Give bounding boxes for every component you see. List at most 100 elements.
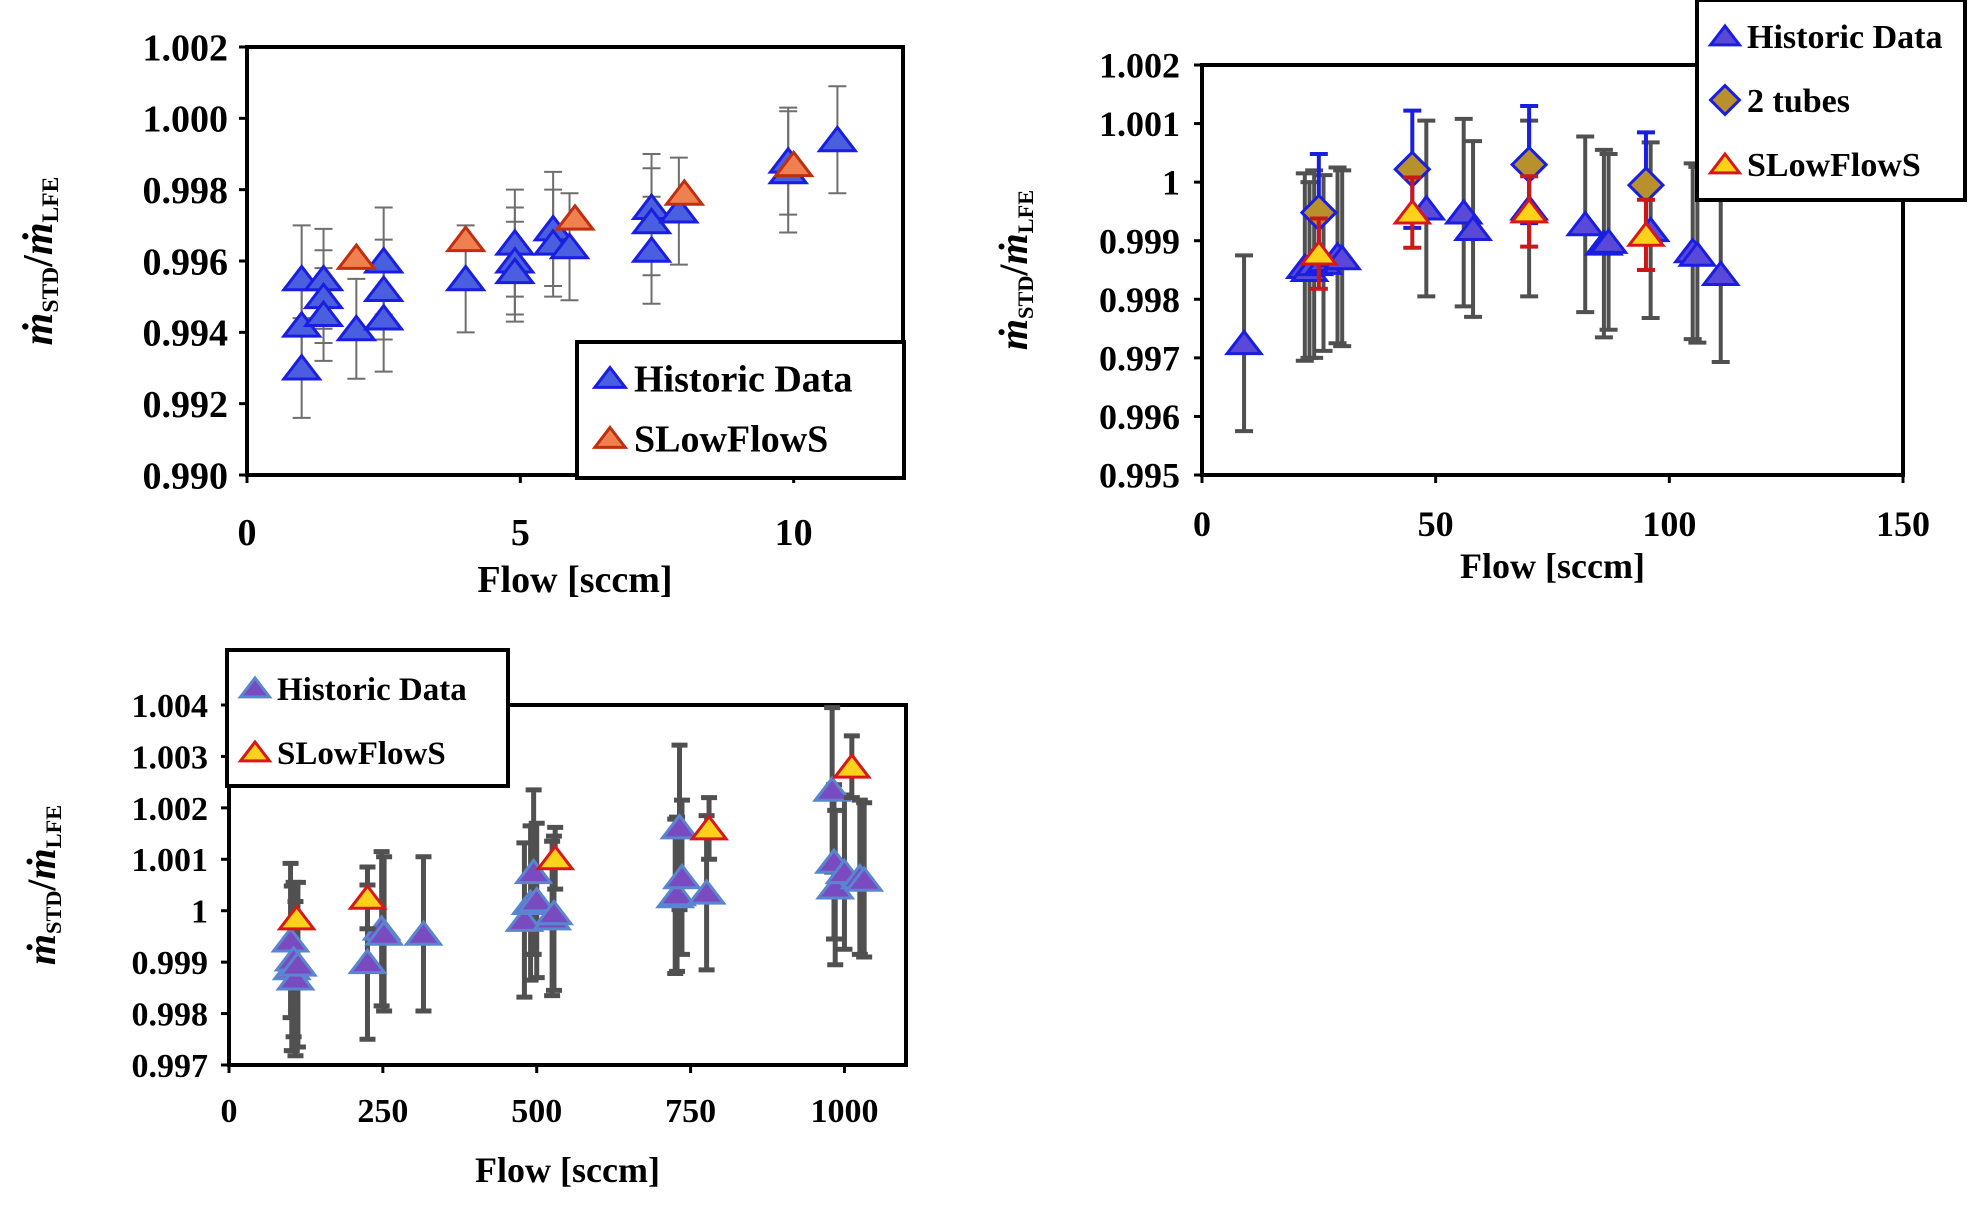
x-tick-label: 10 — [775, 512, 813, 554]
series-historic-data — [270, 705, 885, 1059]
data-point — [364, 919, 405, 946]
legend-label: SLowFlowS — [634, 419, 828, 461]
data-point — [362, 246, 405, 274]
y-axis-label: ṁSTD/ṁLFE — [991, 190, 1038, 350]
data-point — [844, 865, 885, 892]
x-axis-label: Flow [sccm] — [1460, 546, 1645, 586]
series-slowflows — [1298, 174, 1667, 291]
legend-label: 2 tubes — [1747, 83, 1850, 120]
y-tick-label: 1.001 — [132, 842, 209, 879]
legend-label: Historic Data — [1747, 19, 1942, 56]
data-point — [362, 274, 405, 303]
x-axis-label: Flow [sccm] — [477, 559, 672, 601]
y-tick-label: 1.004 — [132, 688, 209, 725]
data-point — [661, 863, 703, 890]
data-point — [362, 303, 405, 331]
data-point — [493, 256, 536, 285]
legend-marker — [1708, 83, 1742, 117]
y-tick-label: 0.999 — [1099, 221, 1180, 261]
x-tick-label: 50 — [1418, 504, 1454, 544]
y-tick-label: 0.994 — [143, 313, 229, 355]
chart-1: 0.990 0.992 0.994 0.996 0.998 1.000 1.002 0 5 10 F… — [16, 27, 906, 601]
legend-marker — [1707, 151, 1743, 175]
chart-3: 0.997 0.998 0.999 1 1.001 1.002 1.003 1.004 0 250… — [19, 648, 908, 1190]
series-historic-data — [280, 85, 859, 419]
data-point — [1509, 197, 1550, 224]
x-axis-label: Flow [sccm] — [475, 1150, 660, 1190]
series-slowflows — [276, 733, 872, 932]
data-point — [659, 813, 700, 840]
data-point — [275, 964, 316, 991]
chart-2: 0.995 0.996 0.997 0.998 0.999 1 1.001 1.002 0 50 1… — [991, 0, 1967, 586]
x-tick-label: 1000 — [810, 1093, 878, 1130]
data-point — [1392, 198, 1433, 225]
data-point — [686, 878, 727, 905]
y-tick-label: 0.996 — [143, 241, 229, 283]
x-tick-label: 100 — [1642, 504, 1696, 544]
y-tick-label: 1.002 — [132, 791, 209, 828]
legend-box — [1695, 0, 1967, 202]
data-point — [347, 947, 388, 975]
y-tick-label: 1.000 — [143, 99, 229, 141]
legend-box — [575, 340, 906, 480]
data-point — [1625, 220, 1667, 247]
legend-marker — [237, 675, 273, 699]
legend: Historic Data SLowFlowS — [575, 340, 906, 480]
y-tick-label: 0.997 — [132, 1048, 209, 1085]
data-point — [657, 196, 700, 224]
x-tick-label: 0 — [1193, 504, 1211, 544]
data-point — [689, 814, 730, 841]
x-tick-label: 500 — [511, 1093, 562, 1130]
data-point — [1677, 240, 1718, 267]
data-point — [277, 950, 318, 977]
legend: Historic Data 2 tubes SLowFlowS — [1695, 0, 1967, 202]
y-tick-label: 0.999 — [132, 945, 209, 982]
x-tick-label: 150 — [1876, 504, 1930, 544]
data-point — [444, 263, 487, 292]
data-point — [1224, 328, 1265, 356]
y-tick-label: 0.992 — [143, 384, 229, 426]
y-tick-label: 0.997 — [1099, 338, 1180, 378]
data-point — [403, 919, 444, 946]
y-tick-label: 1 — [1162, 163, 1180, 203]
data-point — [535, 844, 576, 871]
y-axis-label: ṁSTD/ṁLFE — [16, 177, 64, 346]
plot-area-frame — [227, 703, 908, 1067]
data-point — [831, 752, 872, 779]
data-point — [513, 857, 554, 885]
data-point — [533, 899, 574, 926]
y-tick-label: 0.998 — [132, 996, 209, 1033]
x-tick-label: 0 — [221, 1093, 238, 1130]
x-tick-label: 750 — [665, 1093, 716, 1130]
legend-label: Historic Data — [277, 672, 467, 708]
series-historic-data — [1224, 116, 1741, 434]
data-point — [270, 926, 311, 953]
data-point — [663, 178, 706, 206]
data-point — [276, 904, 317, 931]
data-point — [516, 886, 557, 913]
data-point — [1700, 259, 1741, 287]
legend-marker — [591, 425, 629, 449]
data-point — [554, 203, 596, 231]
y-tick-label: 1.002 — [143, 27, 229, 69]
y-tick-label: 1.003 — [132, 739, 209, 776]
data-point — [1453, 214, 1494, 241]
legend-marker — [1707, 23, 1743, 47]
data-point — [1588, 227, 1629, 254]
data-point — [772, 149, 815, 178]
y-tick-label: 1.002 — [1099, 46, 1180, 86]
y-axis-label: ṁSTD/ṁLFE — [19, 805, 66, 965]
x-tick-label: 250 — [357, 1093, 408, 1130]
data-point — [1565, 210, 1606, 237]
y-tick-label: 0.998 — [1099, 280, 1180, 320]
data-point — [504, 905, 545, 932]
data-point — [444, 224, 487, 253]
data-point — [302, 299, 345, 327]
y-tick-label: 1 — [191, 894, 208, 931]
legend-label: SLowFlowS — [277, 736, 446, 772]
x-tick-label: 0 — [238, 512, 257, 554]
data-point — [630, 235, 673, 263]
y-tick-label: 0.996 — [1099, 397, 1180, 437]
legend-label: Historic Data — [634, 359, 852, 401]
